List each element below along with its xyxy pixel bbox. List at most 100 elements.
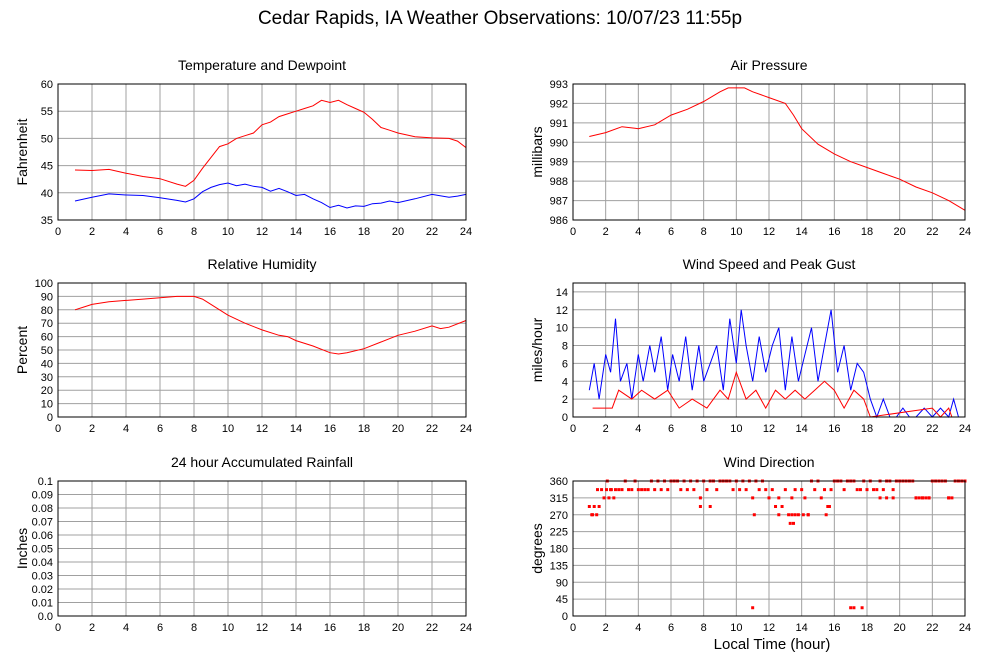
temp-title: Temperature and Dewpoint [178, 57, 346, 73]
dir-point [872, 488, 876, 492]
dir-point [827, 505, 831, 508]
rh-xtick-label: 0 [55, 423, 61, 435]
dir-point [914, 496, 918, 500]
pressure-xtick-label: 10 [730, 226, 742, 238]
dir-point [640, 488, 644, 492]
rain-ytick-label: 0.1 [38, 476, 53, 488]
dir-xtick-label: 12 [763, 622, 775, 634]
dir-point [829, 488, 833, 492]
pressure-xtick-label: 14 [796, 226, 808, 238]
dir-xtick-label: 2 [603, 622, 609, 634]
dir-point [921, 496, 925, 500]
rh-ytick-label: 70 [41, 318, 53, 330]
pressure-xtick-label: 0 [570, 226, 576, 238]
temp-xtick-label: 24 [460, 226, 472, 238]
pressure-series-1-line [589, 87, 966, 211]
dir-point [595, 513, 599, 517]
dir-point [613, 488, 617, 492]
wind-ytick-label: 14 [556, 287, 568, 299]
wind-xtick-label: 2 [603, 423, 609, 435]
dir-xtick-label: 24 [959, 622, 971, 634]
rh-ytick-label: 0 [47, 412, 53, 424]
dir-point [751, 496, 755, 500]
rain-ytick-label: 0.01 [32, 598, 53, 610]
rain-xtick-label: 16 [324, 622, 336, 634]
dir-xtick-label: 22 [926, 622, 938, 634]
pressure-xtick-label: 24 [959, 226, 971, 238]
wind-xtick-label: 22 [926, 423, 938, 435]
pressure-xtick-label: 2 [603, 226, 609, 238]
pressure-xtick-label: 22 [926, 226, 938, 238]
dir-point [666, 488, 670, 492]
rh-ylabel: Percent [14, 326, 30, 374]
rh-xtick-label: 4 [123, 423, 129, 435]
dir-xtick-label: 10 [730, 622, 742, 634]
dir-point [792, 521, 795, 525]
dir-point [602, 496, 606, 500]
temp-ytick-label: 45 [41, 161, 53, 173]
dir-point [770, 488, 774, 492]
dir-xtick-label: 6 [668, 622, 674, 634]
rh-ytick-label: 40 [41, 358, 53, 370]
rain-xtick-label: 8 [191, 622, 197, 634]
dir-point [826, 505, 830, 508]
dir-frame [572, 480, 966, 617]
dir-ytick-label: 225 [550, 527, 568, 539]
rh-xtick-label: 16 [324, 423, 336, 435]
dir-point [891, 496, 895, 500]
dir-point [767, 496, 771, 500]
dir-point [813, 488, 817, 492]
dir-point [764, 488, 768, 492]
dir-ytick-label: 270 [550, 510, 568, 522]
dir-point [636, 488, 640, 492]
rh-chart: 0 2 4 6 8 10 12 14 16 18 20 22 240102030405060708090… [14, 256, 472, 435]
page-title: Cedar Rapids, IA Weather Observations: 1… [257, 8, 743, 29]
dir-point [793, 513, 797, 517]
rh-xtick-label: 14 [290, 423, 302, 435]
rain-ytick-label: 0.03 [32, 571, 53, 583]
dir-point [796, 513, 800, 517]
dir-point [646, 488, 650, 492]
dir-point [777, 513, 781, 517]
rain-xtick-label: 10 [222, 622, 234, 634]
temp-ylabel: Fahrenheit [14, 118, 30, 185]
dir-point [752, 513, 756, 517]
dir-point [780, 505, 784, 508]
wind-ytick-label: 0 [562, 412, 568, 424]
pressure-ytick-label: 990 [550, 137, 568, 149]
temp-xtick-label: 20 [392, 226, 404, 238]
dir-point [878, 496, 882, 500]
wind-ytick-label: 4 [562, 376, 568, 388]
dir-chart: 0 2 4 6 8 10 12 14 16 18 20 22 240459013518022527031… [529, 454, 971, 634]
rh-ytick-label: 10 [41, 399, 53, 411]
wind-xtick-label: 14 [796, 423, 808, 435]
dir-ytick-label: 180 [550, 544, 568, 556]
rh-xtick-label: 20 [392, 423, 404, 435]
pressure-title: Air Pressure [730, 57, 807, 73]
dir-xtick-label: 0 [570, 622, 576, 634]
wind-ytick-label: 8 [562, 341, 568, 353]
temp-xtick-label: 14 [290, 226, 302, 238]
wind-ytick-label: 10 [556, 323, 568, 335]
rain-chart: 0 2 4 6 8 10 12 14 16 18 20 22 240.00.010.020.030.04… [14, 454, 472, 634]
dir-point [865, 488, 869, 492]
wind-xtick-label: 20 [894, 423, 906, 435]
dir-point [620, 488, 624, 492]
temp-series-1-line [74, 99, 467, 187]
pressure-xtick-label: 8 [701, 226, 707, 238]
dir-xtick-label: 4 [635, 622, 641, 634]
rain-ytick-label: 0.0 [38, 611, 53, 623]
dir-point [643, 488, 647, 492]
rh-title: Relative Humidity [208, 256, 317, 272]
rh-xtick-label: 24 [460, 423, 472, 435]
pressure-frame [572, 83, 966, 221]
dir-point [891, 488, 895, 492]
wind-ylabel: miles/hour [529, 317, 545, 382]
dir-point [705, 488, 709, 492]
dir-xtick-label: 16 [828, 622, 840, 634]
rain-frame [57, 480, 467, 617]
pressure-ytick-label: 993 [550, 79, 568, 91]
dir-point [659, 488, 663, 492]
